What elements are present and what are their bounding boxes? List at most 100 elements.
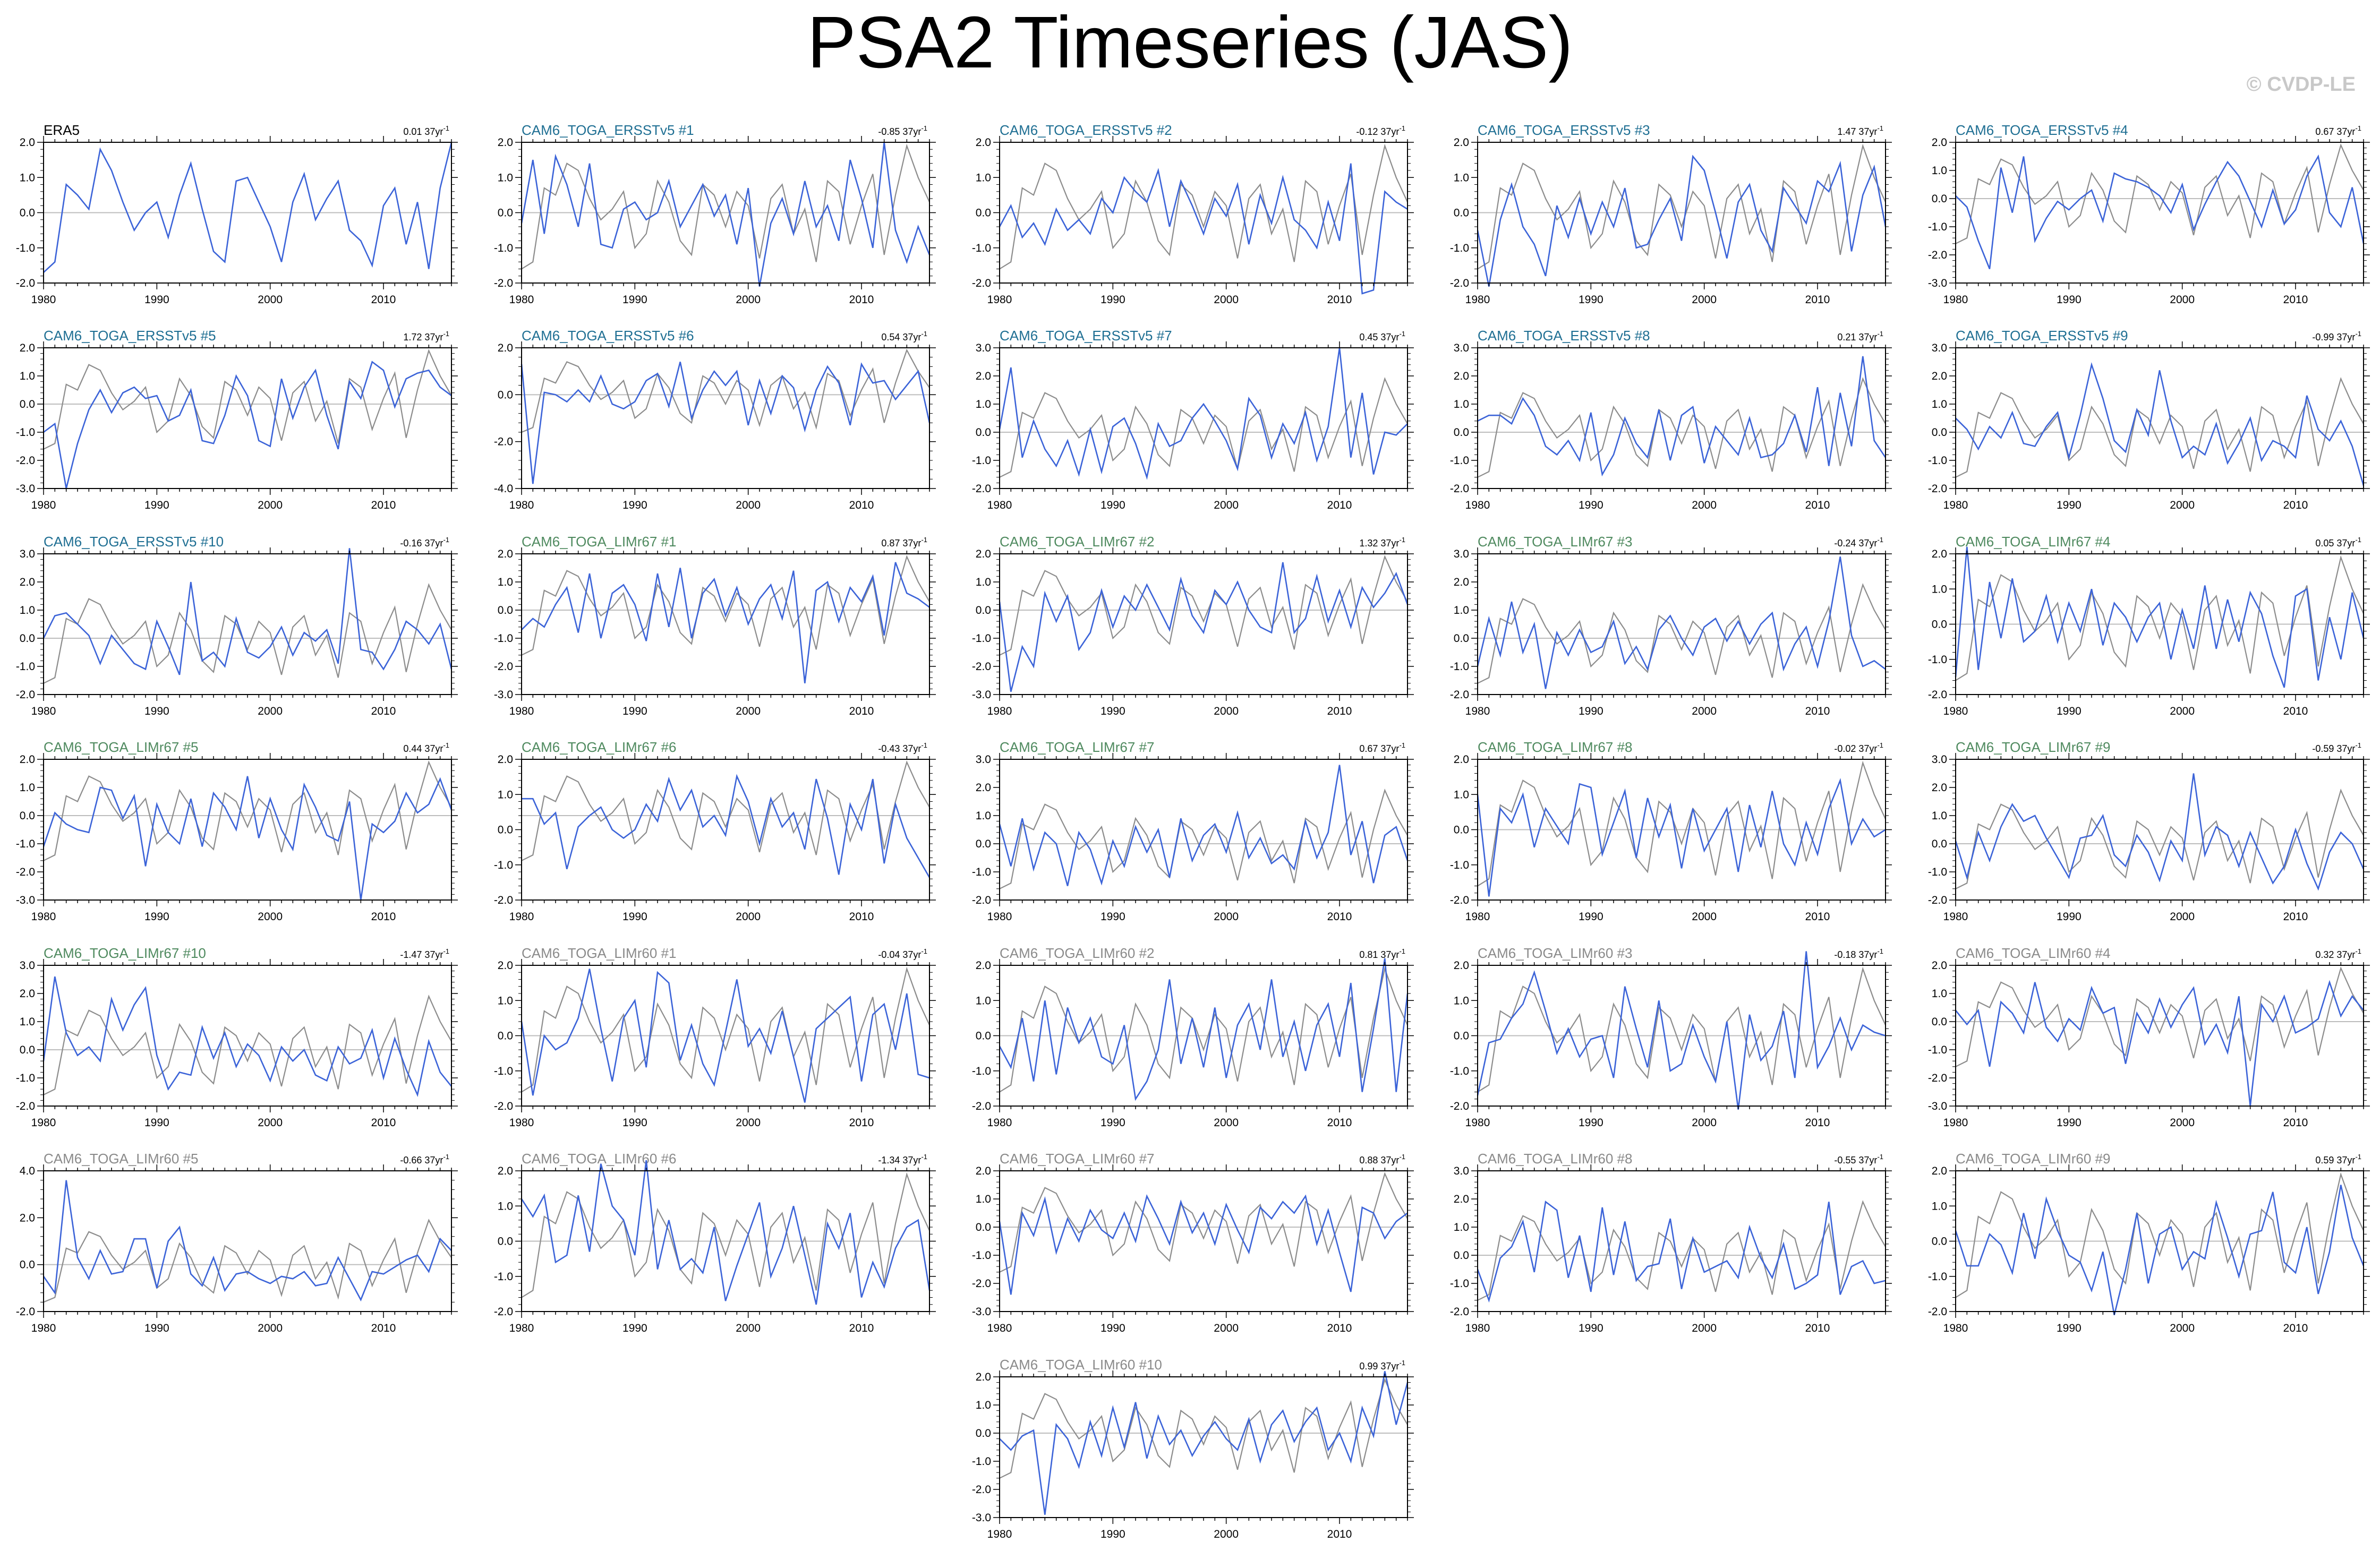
reference-series-line: [999, 789, 1408, 889]
y-tick-label: 0.0: [498, 1030, 513, 1042]
timeseries-panel: CAM6_TOGA_LIMr60 #8 -0.55 37yr-1 1980 1990 2…: [1435, 1144, 1896, 1349]
panel-svg: CAM6_TOGA_LIMr67 #2 1.32 37yr-1 1980 1990 20…: [972, 534, 1414, 717]
panel-title: CAM6_TOGA_LIMr67 #8: [1478, 739, 1632, 755]
trend-label: 1.47 37yr-1: [1837, 124, 1883, 137]
member-series-line: [999, 1371, 1409, 1515]
panel-title: CAM6_TOGA_ERSSTv5 #6: [522, 328, 694, 344]
panel-title: CAM6_TOGA_LIMr60 #5: [44, 1151, 198, 1167]
panel-svg: CAM6_TOGA_LIMr60 #4 0.32 37yr-1 1980 1990 20…: [1928, 945, 2370, 1129]
trend-label: -0.04 37yr-1: [878, 947, 927, 960]
reference-series-line: [43, 349, 452, 450]
plot-frame: [999, 1376, 1408, 1518]
y-tick-label: 0.0: [498, 1236, 513, 1248]
member-series-line: [999, 765, 1409, 886]
trend-unit: 37yr: [1856, 743, 1877, 754]
y-tick-label: 1.0: [1932, 398, 1947, 410]
y-tick-label: -2.0: [1450, 1306, 1469, 1318]
x-tick-label: 1990: [2057, 499, 2082, 511]
y-tick-label: 3.0: [1932, 342, 1947, 354]
y-tick-label: 1.0: [1454, 604, 1469, 616]
y-tick-label: 0.0: [20, 810, 35, 822]
trend-value: -0.43: [878, 743, 900, 754]
timeseries-panel: CAM6_TOGA_ERSSTv5 #8 0.21 37yr-1 1980 1990 2…: [1435, 321, 1896, 526]
y-tick-label: -1.0: [972, 632, 991, 645]
x-tick-label: 2010: [371, 705, 396, 717]
trend-value: 1.32: [1359, 538, 1378, 549]
trend-unit: 37yr: [1856, 538, 1877, 549]
trend-unit: 37yr: [1378, 1155, 1399, 1166]
y-tick-label: 2.0: [20, 753, 35, 766]
y-tick-label: -1.0: [972, 1065, 991, 1077]
trend-label: 0.45 37yr-1: [1359, 330, 1405, 342]
trend-unit-exponent: -1: [921, 741, 927, 749]
x-tick-label: 1980: [31, 1117, 56, 1129]
x-tick-label: 1990: [1101, 1117, 1125, 1129]
trend-label: -0.43 37yr-1: [878, 741, 927, 754]
y-tick-label: 2.0: [976, 136, 991, 149]
trend-unit-exponent: -1: [2355, 947, 2361, 955]
y-tick-label: 1.0: [1454, 789, 1469, 801]
member-series-line: [521, 969, 930, 1103]
trend-value: -0.99: [2312, 332, 2334, 342]
x-tick-label: 1980: [31, 911, 56, 923]
x-tick-label: 1980: [987, 911, 1012, 923]
trend-label: -0.66 37yr-1: [400, 1153, 449, 1166]
x-tick-label: 1980: [509, 1322, 534, 1334]
x-tick-label: 2000: [2170, 705, 2195, 717]
member-series-line: [1955, 362, 2365, 486]
plot-frame: [521, 553, 930, 695]
y-tick-label: -1.0: [1928, 866, 1947, 878]
trend-value: 0.21: [1837, 332, 1856, 342]
reference-series-line: [43, 760, 452, 861]
x-tick-label: 2000: [258, 294, 283, 306]
y-tick-label: 4.0: [20, 1165, 35, 1177]
trend-unit-exponent: -1: [1399, 947, 1405, 955]
y-tick-label: 1.0: [20, 782, 35, 794]
member-series-line: [1955, 154, 2365, 269]
x-tick-label: 1980: [1943, 1322, 1968, 1334]
x-tick-label: 2000: [258, 1322, 283, 1334]
y-tick-label: 2.0: [976, 959, 991, 972]
panel-title: CAM6_TOGA_LIMr67 #9: [1956, 739, 2110, 755]
y-tick-label: 0.0: [976, 838, 991, 850]
plot-frame: [43, 347, 452, 489]
y-tick-label: -2.0: [972, 1278, 991, 1290]
trend-unit: 37yr: [900, 332, 921, 342]
trend-value: -0.16: [400, 538, 422, 549]
x-tick-label: 1990: [1579, 705, 1603, 717]
member-series-line: [999, 958, 1409, 1101]
x-tick-label: 1980: [1943, 705, 1968, 717]
y-tick-label: 1.0: [976, 995, 991, 1007]
plot-frame: [999, 759, 1408, 901]
x-tick-label: 1990: [1579, 294, 1603, 306]
trend-label: 0.67 37yr-1: [2315, 124, 2361, 137]
x-tick-label: 2010: [371, 1322, 396, 1334]
y-tick-label: -1.0: [972, 455, 991, 467]
member-series-line: [999, 562, 1409, 692]
trend-label: -0.16 37yr-1: [400, 536, 449, 549]
x-tick-label: 1990: [2057, 1117, 2082, 1129]
timeseries-panel: CAM6_TOGA_ERSSTv5 #4 0.67 37yr-1 1980 1990 2…: [1913, 116, 2374, 320]
y-tick-label: 1.0: [498, 172, 513, 184]
y-tick-label: -2.0: [972, 1100, 991, 1112]
y-tick-label: 2.0: [1932, 136, 1947, 149]
x-tick-label: 2000: [1214, 294, 1239, 306]
trend-value: 0.99: [1359, 1361, 1378, 1372]
reference-series-line: [1955, 789, 2364, 889]
member-series-line: [1477, 356, 1887, 477]
panel-svg: CAM6_TOGA_ERSSTv5 #6 0.54 37yr-1 1980 1990 2…: [494, 328, 936, 511]
x-tick-label: 2010: [1805, 911, 1830, 923]
y-tick-label: -2.0: [16, 1306, 35, 1318]
y-tick-label: 1.0: [1932, 988, 1947, 1000]
y-tick-label: 0.0: [976, 207, 991, 219]
trend-value: -1.47: [400, 949, 422, 960]
panel-title: CAM6_TOGA_LIMr60 #1: [522, 945, 676, 961]
panel-title: CAM6_TOGA_ERSSTv5 #5: [44, 328, 216, 344]
timeseries-panel: CAM6_TOGA_LIMr60 #2 0.81 37yr-1 1980 1990 20…: [957, 939, 1418, 1143]
panel-title: CAM6_TOGA_LIMr67 #10: [44, 945, 206, 961]
trend-label: 0.44 37yr-1: [403, 741, 449, 754]
trend-label: 0.88 37yr-1: [1359, 1153, 1405, 1166]
x-tick-label: 2000: [1214, 499, 1239, 511]
y-tick-label: 2.0: [1454, 370, 1469, 382]
x-tick-label: 2000: [2170, 1117, 2195, 1129]
